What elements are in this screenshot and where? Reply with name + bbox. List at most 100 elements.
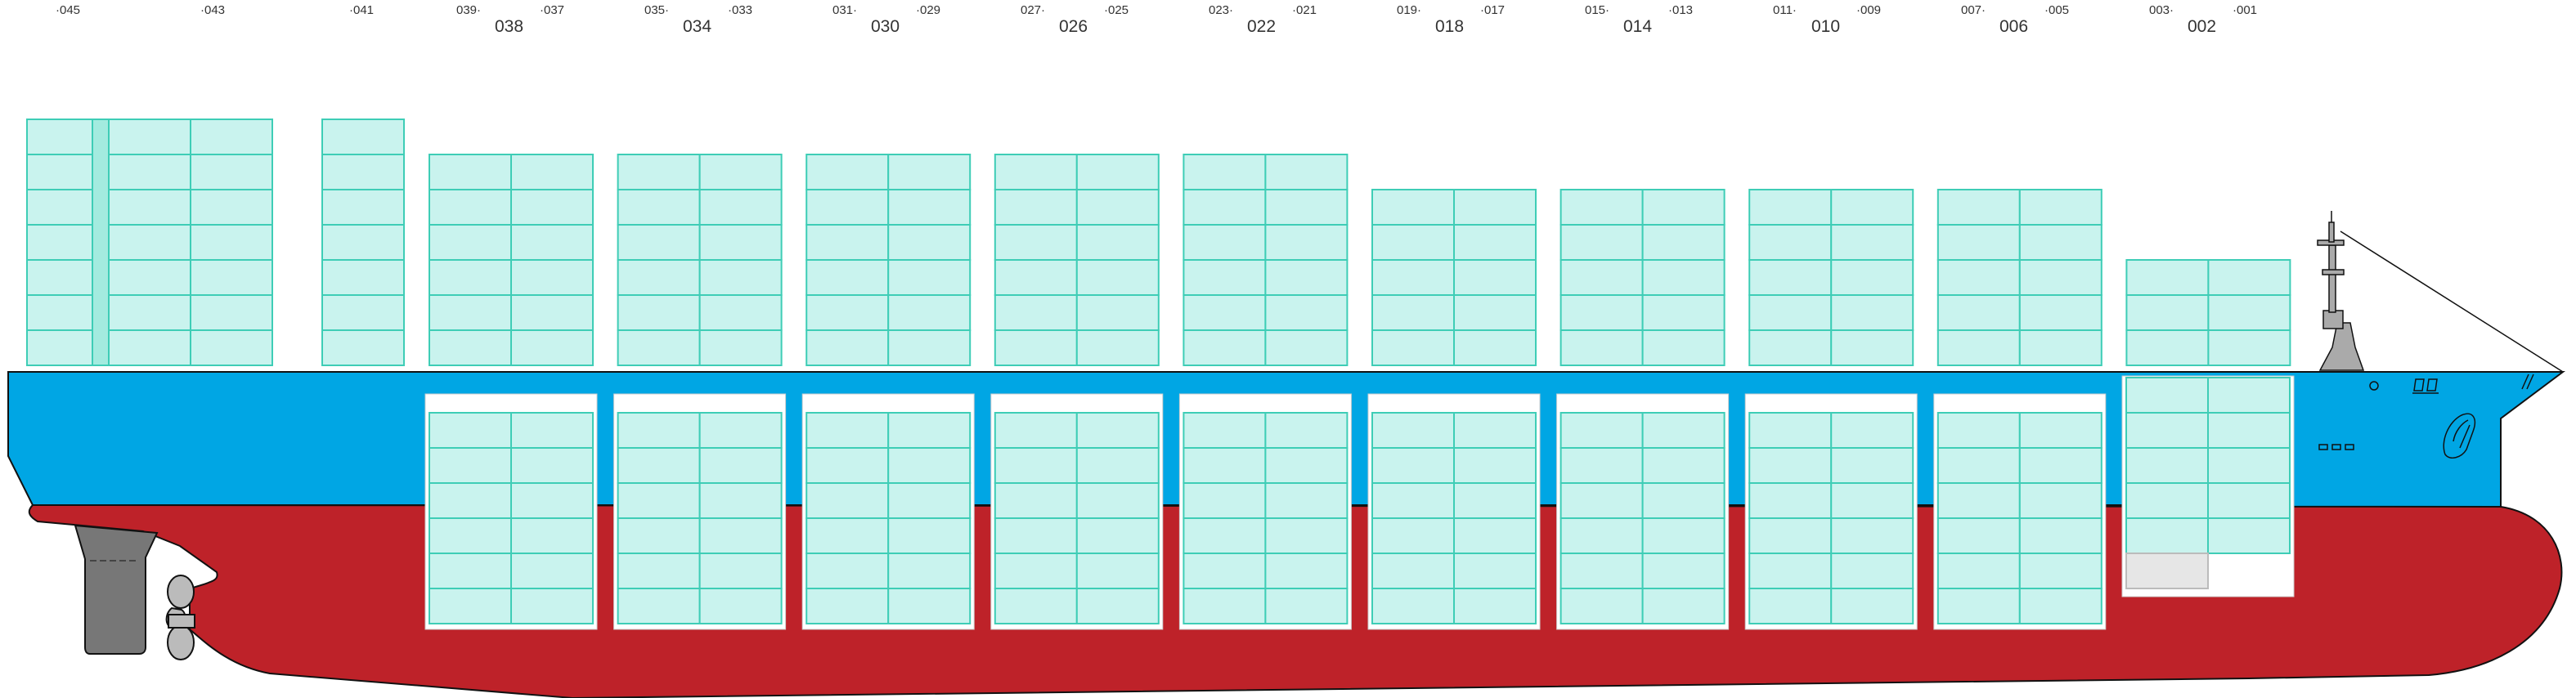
hold-stack-030: [806, 412, 972, 624]
container: [994, 588, 1078, 624]
container: [190, 294, 273, 331]
bay-label-041: ·041: [349, 3, 374, 17]
container: [1560, 553, 1644, 589]
container: [429, 294, 512, 331]
container: [617, 412, 701, 449]
container: [429, 482, 512, 519]
container: [1748, 259, 1833, 296]
container: [994, 553, 1078, 589]
container: [1075, 588, 1160, 624]
bay-label-039: 039·: [456, 3, 481, 17]
container: [429, 517, 512, 554]
propeller-blade-bottom: [167, 624, 195, 660]
container: [1264, 224, 1349, 261]
deck-stack-aft: [26, 119, 273, 366]
container: [2207, 329, 2291, 366]
bay-label-003: 003·: [2149, 3, 2174, 17]
container: [1453, 329, 1537, 366]
container: [1560, 189, 1644, 226]
bay-label-030: 030: [871, 17, 900, 36]
container: [510, 189, 594, 226]
bay-label-002: 002: [2188, 17, 2216, 36]
container: [1371, 189, 1455, 226]
container: [1183, 447, 1267, 484]
container: [806, 412, 890, 449]
container: [1560, 224, 1644, 261]
deck-stack-038: [429, 154, 594, 366]
bay-label-035: 035·: [644, 3, 669, 17]
container: [1453, 259, 1537, 296]
container: [2018, 294, 2103, 331]
container: [1641, 189, 1726, 226]
container: [1830, 224, 1914, 261]
bay-label-043: ·043: [200, 3, 225, 17]
container: [617, 329, 701, 366]
deck-stack-026: [994, 154, 1160, 366]
container: [321, 224, 405, 261]
container: [698, 224, 783, 261]
container: [429, 553, 512, 589]
container: [510, 517, 594, 554]
container: [1830, 412, 1914, 449]
container: [617, 294, 701, 331]
container: [2018, 259, 2103, 296]
container: [1560, 259, 1644, 296]
container: [887, 329, 972, 366]
rudder-and-propeller: [74, 524, 195, 660]
container: [2207, 294, 2291, 331]
container: [1830, 259, 1914, 296]
deck-stack-002: [2125, 259, 2291, 366]
container: [1936, 553, 2021, 589]
anchor-icon: [2443, 413, 2476, 459]
container: [1183, 517, 1267, 554]
container: [1641, 553, 1726, 589]
container: [2125, 329, 2210, 366]
container: [994, 447, 1078, 484]
bow-fittings: [2318, 374, 2534, 459]
mast-top: [2328, 221, 2335, 243]
container: [190, 189, 273, 226]
forward-mast: [2317, 211, 2564, 373]
container: [190, 154, 273, 190]
container: [1183, 294, 1267, 331]
container: [429, 412, 512, 449]
container: [2018, 482, 2103, 519]
container: [510, 482, 594, 519]
container: [887, 482, 972, 519]
container: [1075, 447, 1160, 484]
container: [617, 259, 701, 296]
container: [698, 553, 783, 589]
mast-column: [2328, 244, 2336, 313]
container: [2018, 588, 2103, 624]
hold-stack-022: [1183, 412, 1349, 624]
container: [1371, 553, 1455, 589]
container: [806, 447, 890, 484]
container: [2018, 412, 2103, 449]
container: [1641, 259, 1726, 296]
container: [2207, 447, 2291, 484]
container: [698, 588, 783, 624]
container: [1748, 517, 1833, 554]
container: [510, 259, 594, 296]
bay-label-023: 023·: [1209, 3, 1233, 17]
container: [1830, 329, 1914, 366]
container: [1748, 224, 1833, 261]
container: [1936, 189, 2021, 226]
container: [321, 119, 405, 155]
propeller-blade-top: [167, 575, 195, 609]
container: [1830, 447, 1914, 484]
container: [806, 553, 890, 589]
container: [1641, 482, 1726, 519]
bow-thruster-marker-icon: [2318, 444, 2354, 450]
bay-label-010: 010: [1811, 17, 1840, 36]
container: [887, 154, 972, 190]
container: [2207, 517, 2291, 554]
container: [1748, 482, 1833, 519]
container: [1453, 294, 1537, 331]
container: [2018, 329, 2103, 366]
container: [806, 189, 890, 226]
container: [1264, 447, 1349, 484]
container: [1371, 482, 1455, 519]
hold-stack-010: [1748, 412, 1914, 624]
